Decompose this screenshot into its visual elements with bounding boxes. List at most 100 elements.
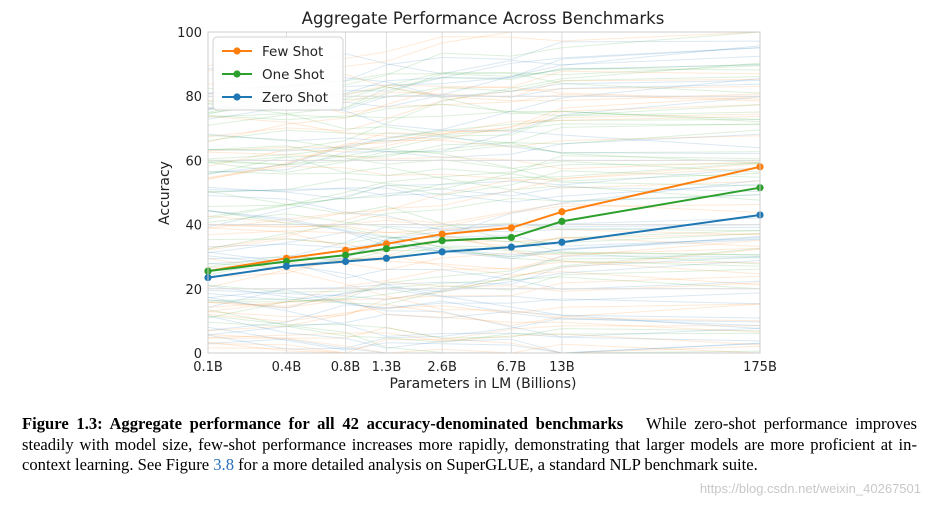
background-line — [207, 165, 761, 189]
background-line — [207, 183, 761, 203]
background-line — [207, 248, 761, 305]
y-tick-label: 60 — [185, 154, 202, 169]
chart-title: Aggregate Performance Across Benchmarks — [302, 9, 665, 28]
background-line — [207, 167, 761, 249]
background-line — [207, 133, 761, 155]
x-tick-label: 0.8B — [331, 360, 361, 375]
background-line — [207, 135, 761, 152]
background-line — [207, 103, 761, 136]
background-line — [207, 210, 761, 247]
axes: 0 20 40 60 80 100 0.1B 0.4B 0.8B 1.3B 2.6B 6.7B 13B 1… — [177, 26, 777, 375]
background-line — [207, 303, 761, 323]
zero-shot-point — [382, 254, 391, 262]
background-line — [207, 289, 761, 323]
background-line — [207, 281, 761, 307]
background-line — [207, 260, 761, 301]
zero-shot-point — [341, 257, 350, 266]
few-shot-series-line — [207, 165, 761, 273]
few-shot-point — [438, 230, 446, 238]
background-line — [207, 163, 761, 207]
background-line — [207, 298, 761, 331]
background-line — [207, 343, 761, 354]
background-line — [207, 325, 761, 354]
background-line — [207, 145, 761, 173]
background-line — [207, 326, 760, 354]
figure-caption: Figure 1.3: Aggregate performance for al… — [22, 414, 917, 476]
background-line — [207, 115, 761, 179]
background-line — [207, 326, 761, 354]
background-line — [207, 231, 761, 258]
background-line — [207, 96, 761, 173]
y-tick-label: 0 — [194, 347, 202, 362]
background-line — [207, 288, 761, 309]
background-line — [207, 194, 761, 250]
y-tick-label: 80 — [185, 90, 202, 105]
one-shot-series-line — [207, 186, 761, 273]
background-line — [207, 223, 761, 265]
y-tick-label: 20 — [185, 283, 202, 298]
background-line — [207, 317, 761, 349]
background-line — [207, 296, 761, 342]
background-line — [207, 227, 761, 286]
legend-box — [212, 36, 344, 111]
background-line — [207, 104, 761, 142]
background-line — [207, 202, 761, 225]
background-line — [207, 268, 761, 319]
background-line — [207, 285, 761, 338]
zero-shot-point — [282, 262, 291, 270]
background-line — [207, 332, 761, 346]
background-line — [207, 321, 761, 343]
one-shot-point — [507, 233, 515, 242]
few-shot-point — [507, 224, 515, 232]
background-line — [207, 247, 761, 271]
legend-marker-zero-shot — [233, 93, 241, 101]
zero-shot-point — [507, 243, 515, 251]
one-shot-point — [382, 245, 391, 253]
zero-shot-point — [438, 248, 446, 256]
legend-label-one-shot: One Shot — [262, 67, 324, 83]
few-shot-point — [558, 208, 566, 216]
legend-label-few-shot: Few Shot — [262, 44, 323, 60]
background-line — [207, 162, 761, 218]
background-line — [207, 255, 761, 301]
background-line — [207, 155, 761, 193]
watermark: https://blog.csdn.net/weixin_40267501 — [699, 481, 921, 496]
legend: Few Shot One Shot Zero Shot — [212, 36, 344, 111]
background-line — [207, 78, 761, 175]
background-line — [207, 163, 761, 229]
background-line — [207, 248, 761, 318]
plot-frame — [207, 31, 761, 354]
background-line — [207, 62, 761, 151]
legend-label-zero-shot: Zero Shot — [262, 90, 328, 106]
background-line — [207, 168, 761, 187]
background-line — [207, 170, 761, 220]
background-line — [207, 144, 761, 166]
background-line — [207, 210, 761, 260]
legend-marker-one-shot — [233, 70, 241, 78]
background-line — [207, 299, 761, 333]
background-line — [207, 261, 761, 308]
one-shot-point — [341, 251, 350, 259]
series-layer — [204, 163, 764, 282]
legend-marker-few-shot — [233, 47, 241, 55]
x-tick-label: 0.4B — [272, 360, 302, 375]
background-line — [207, 257, 761, 303]
one-shot-point — [558, 217, 566, 225]
chart: 0 20 40 60 80 100 0.1B 0.4B 0.8B 1.3B 2.6B 6.7B 13B 1… — [157, 9, 777, 392]
background-line — [207, 204, 761, 228]
background-line — [207, 233, 761, 288]
background-line — [207, 223, 761, 236]
background-line — [207, 129, 761, 174]
figure-reference-link[interactable]: 3.8 — [213, 455, 234, 474]
background-line — [207, 156, 761, 201]
background-line — [207, 315, 761, 339]
x-tick-label: 13B — [549, 360, 574, 375]
background-line — [207, 310, 761, 336]
y-tick-label: 100 — [177, 26, 202, 41]
background-line — [207, 134, 761, 164]
background-line — [207, 95, 761, 167]
background-line — [207, 276, 761, 293]
background-line — [207, 133, 761, 159]
x-tick-label: 0.1B — [193, 360, 223, 375]
y-axis-label: Accuracy — [157, 161, 173, 225]
